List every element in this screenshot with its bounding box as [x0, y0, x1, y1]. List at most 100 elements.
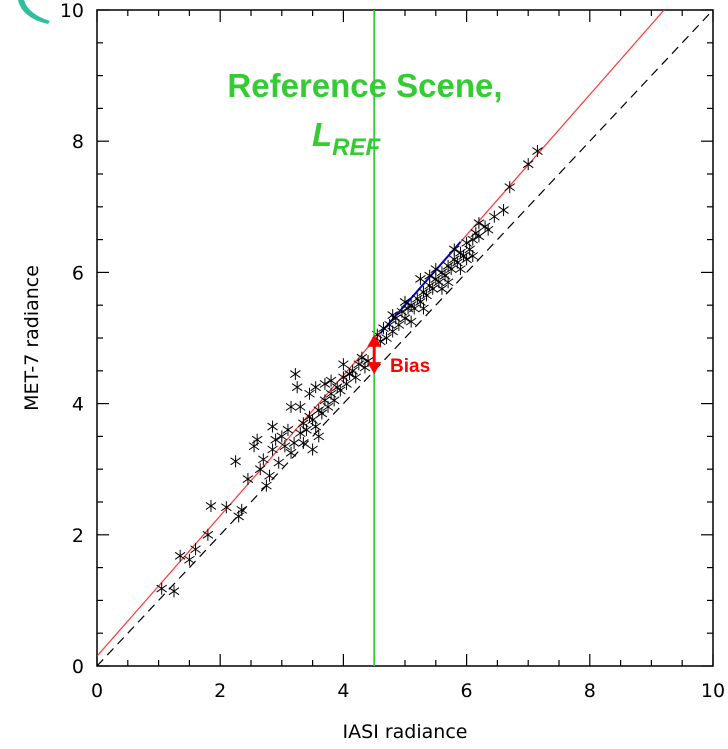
reference-scene-label: Reference Scene, — [227, 67, 502, 104]
data-point — [282, 423, 294, 436]
one-to-one-line — [97, 10, 713, 666]
x-tick-label: 2 — [214, 680, 226, 702]
data-point — [338, 358, 349, 371]
data-point — [258, 453, 269, 466]
data-point — [442, 276, 454, 289]
data-point — [267, 420, 278, 433]
scatter-points — [156, 145, 543, 598]
x-tick-label: 4 — [337, 680, 349, 702]
data-point — [298, 436, 309, 449]
bias-arrow-head-down — [367, 362, 382, 375]
data-point — [482, 223, 494, 236]
data-point — [427, 282, 439, 295]
cluster-trend-line — [379, 241, 462, 334]
data-point — [205, 499, 217, 512]
data-point — [341, 377, 352, 390]
data-point — [328, 394, 340, 407]
data-point — [399, 312, 411, 325]
data-point — [254, 463, 266, 476]
data-point — [356, 351, 368, 364]
bias-label: Bias — [390, 356, 430, 377]
data-point — [378, 322, 389, 335]
x-axis-label: IASI radiance — [343, 721, 468, 743]
data-point — [230, 455, 241, 468]
data-point — [301, 423, 312, 436]
data-point — [335, 384, 346, 397]
data-point — [273, 456, 285, 469]
x-tick-label: 10 — [701, 680, 725, 702]
data-point — [184, 553, 195, 566]
l-ref-label: LREF — [312, 116, 382, 161]
data-point — [399, 295, 411, 308]
data-point — [288, 436, 300, 449]
data-point — [408, 302, 420, 315]
data-point — [405, 315, 417, 328]
data-point — [522, 158, 534, 171]
data-point — [350, 371, 362, 384]
data-point — [168, 585, 180, 598]
data-point — [532, 145, 543, 158]
data-point — [473, 230, 485, 243]
data-point — [221, 501, 232, 514]
data-point — [436, 282, 448, 295]
x-tick-label: 8 — [584, 680, 596, 702]
x-tick-label: 6 — [461, 680, 473, 702]
data-point — [387, 309, 398, 322]
data-point — [473, 217, 485, 230]
data-point — [387, 325, 398, 338]
data-point — [448, 243, 460, 256]
data-point — [307, 443, 318, 456]
data-point — [313, 430, 325, 443]
data-point — [276, 430, 288, 443]
data-point — [316, 407, 328, 420]
y-axis-label: MET-7 radiance — [21, 265, 43, 411]
data-point — [174, 549, 186, 562]
data-point — [304, 387, 315, 400]
data-point — [294, 400, 306, 413]
data-point — [489, 210, 500, 223]
data-point — [461, 253, 472, 266]
data-point — [424, 269, 435, 282]
bias-arrow — [367, 334, 382, 375]
data-point — [285, 400, 297, 413]
data-point — [430, 263, 442, 276]
data-point — [242, 473, 254, 486]
data-point — [393, 318, 405, 331]
y-tick-label: 0 — [72, 656, 84, 678]
data-point — [279, 440, 291, 453]
y-tick-label: 6 — [72, 262, 84, 284]
data-point — [190, 543, 201, 556]
data-point — [381, 332, 392, 344]
data-point — [322, 400, 334, 413]
data-point — [291, 381, 303, 394]
data-point — [467, 250, 479, 262]
data-point — [264, 469, 275, 482]
y-tick-label: 4 — [72, 394, 84, 416]
data-point — [310, 381, 321, 394]
data-point — [415, 272, 426, 285]
y-tick-label: 8 — [72, 131, 84, 153]
data-point — [294, 427, 306, 440]
y-tick-label: 10 — [60, 0, 84, 22]
corner-decoration — [18, 0, 50, 24]
data-point — [421, 289, 432, 302]
data-point — [325, 374, 337, 387]
data-point — [270, 433, 281, 446]
data-point — [319, 377, 331, 390]
data-point — [267, 443, 278, 456]
x-tick-label: 0 — [91, 680, 103, 702]
tick-labels: 0 2 4 6 8 10 0 2 4 6 8 10 — [60, 0, 725, 702]
data-point — [251, 433, 263, 446]
data-point — [156, 582, 167, 595]
l-ref-main: L — [312, 116, 332, 153]
bias-arrow-head-up — [367, 334, 382, 347]
data-point — [310, 420, 321, 433]
data-point — [504, 181, 516, 194]
data-point — [261, 479, 272, 492]
l-ref-subscript: REF — [332, 134, 381, 161]
data-point — [418, 302, 429, 315]
data-point — [498, 204, 509, 217]
data-point — [285, 446, 297, 459]
y-tick-label: 2 — [72, 525, 84, 547]
